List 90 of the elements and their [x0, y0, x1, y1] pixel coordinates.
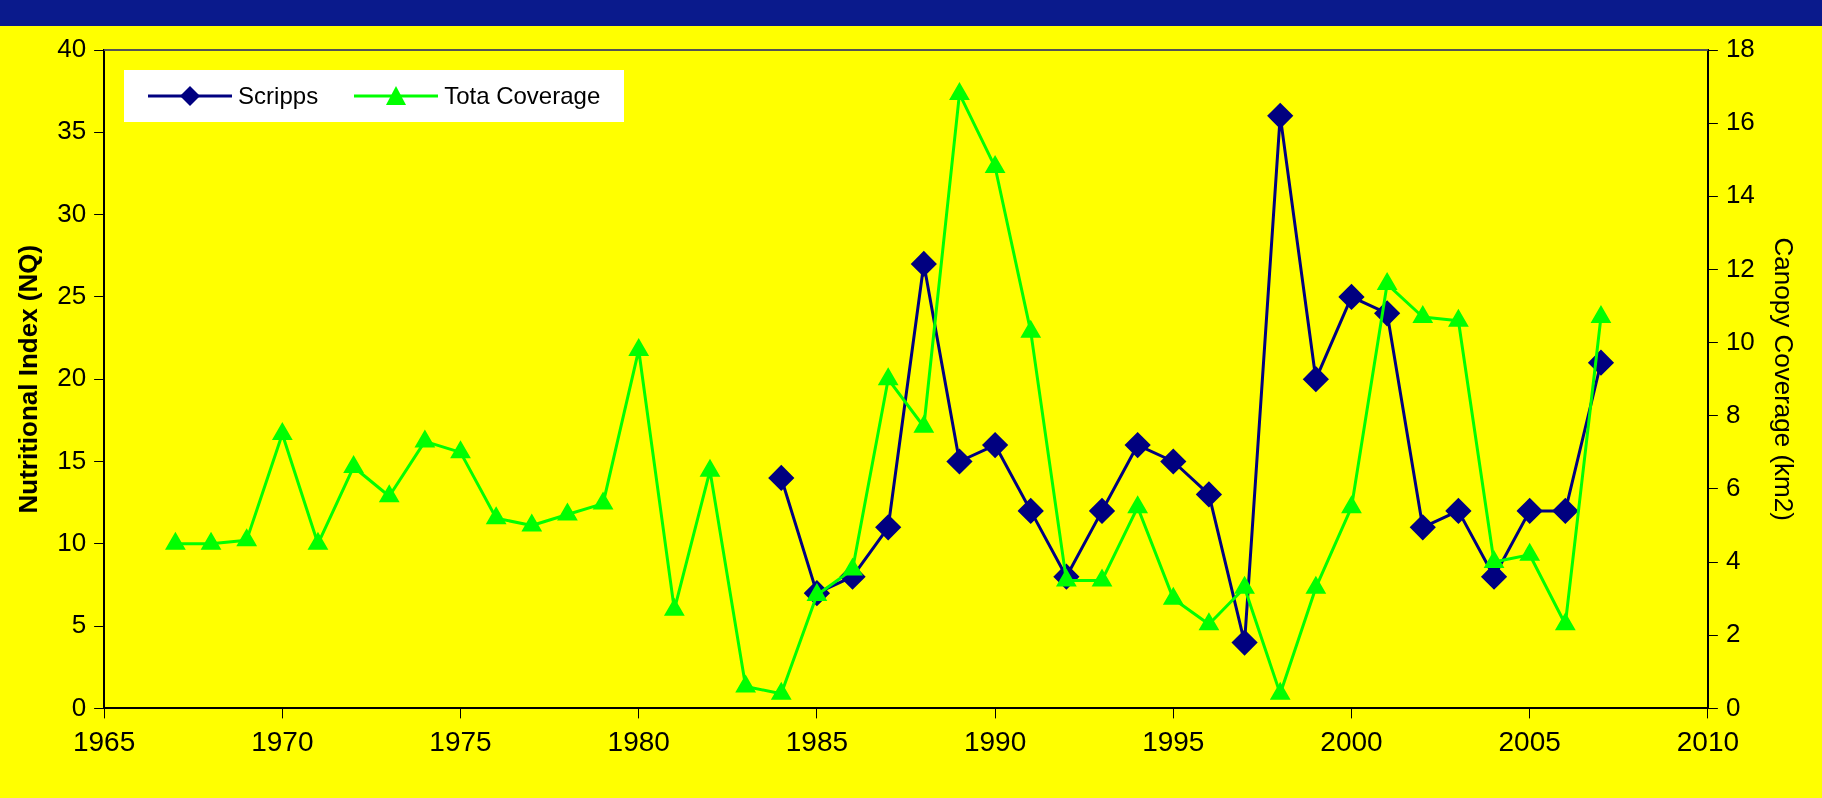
point: [1445, 498, 1471, 524]
y2-tick-label: 4: [1725, 545, 1741, 576]
y2-tick-label: 0: [1725, 691, 1741, 722]
point: [1413, 306, 1433, 324]
point: [843, 558, 862, 576]
point: [1270, 683, 1290, 700]
point: [201, 533, 221, 550]
point: [1410, 514, 1436, 540]
point: [771, 683, 791, 700]
y-tick-label: 35: [57, 115, 87, 146]
point: [1377, 273, 1397, 291]
point: [1199, 613, 1219, 631]
point: [1338, 284, 1364, 310]
point: [308, 533, 328, 550]
y-tick-label: 40: [57, 33, 87, 64]
point: [558, 504, 577, 521]
y2-tick-label: 2: [1725, 618, 1741, 649]
point: [1449, 310, 1468, 327]
point: [985, 156, 1005, 174]
point: [982, 432, 1008, 458]
point: [629, 339, 648, 356]
point: [344, 456, 363, 473]
point: [1591, 306, 1611, 324]
y-axis-title: Nutritional Index (NQ): [12, 244, 43, 514]
y2-axis-title: Canopy Coverage (km2): [1769, 237, 1800, 521]
point: [522, 515, 542, 532]
point: [1520, 544, 1539, 561]
y2-tick-label: 10: [1725, 325, 1755, 356]
point: [1306, 577, 1326, 594]
point: [1552, 498, 1578, 524]
point: [451, 441, 470, 459]
x-tick-label: 1990: [963, 725, 1027, 757]
point: [1164, 588, 1183, 605]
point: [593, 493, 613, 510]
y2-tick-label: 16: [1725, 106, 1755, 137]
y2-tick-label: 14: [1725, 179, 1755, 210]
point: [700, 460, 720, 477]
y-tick-label: 15: [57, 444, 87, 475]
point: [1235, 577, 1254, 594]
x-tick-label: 2005: [1498, 725, 1561, 757]
point: [1128, 496, 1147, 514]
point: [237, 529, 256, 547]
point: [914, 416, 934, 433]
point: [1092, 569, 1112, 587]
x-tick-label: 1985: [785, 725, 849, 757]
point: [736, 675, 755, 693]
point: [1021, 321, 1041, 338]
x-tick-label: 1970: [251, 725, 314, 757]
y2-tick-label: 18: [1725, 33, 1755, 64]
x-tick-label: 2000: [1320, 725, 1383, 757]
x-tick-label: 1980: [607, 725, 670, 757]
point: [1556, 613, 1575, 631]
point: [950, 83, 969, 100]
point: [1125, 432, 1151, 458]
point: [1196, 481, 1222, 507]
point: [1232, 630, 1258, 656]
y-tick-label: 5: [71, 609, 87, 640]
x-tick-label: 1975: [429, 725, 492, 757]
point: [166, 533, 185, 550]
point: [1089, 498, 1115, 524]
y-tick-label: 10: [57, 526, 87, 557]
point: [1160, 449, 1186, 474]
point: [379, 485, 399, 503]
legend-label: Scripps: [238, 82, 319, 110]
x-tick-label: 1965: [72, 725, 136, 757]
point: [1303, 366, 1329, 392]
point: [273, 423, 292, 441]
point: [1267, 103, 1293, 129]
y-tick-label: 20: [57, 362, 87, 393]
point: [415, 430, 435, 448]
point: [768, 465, 794, 491]
x-tick-label: 1995: [1142, 725, 1205, 757]
point: [1484, 551, 1504, 569]
legend-label: Tota Coverage: [444, 82, 601, 110]
y2-tick-label: 8: [1725, 398, 1741, 429]
point: [878, 368, 898, 386]
point: [486, 507, 506, 525]
y-tick-label: 0: [71, 691, 87, 722]
point: [1018, 498, 1044, 524]
point: [1342, 496, 1361, 514]
point: [911, 251, 937, 277]
point: [875, 514, 901, 540]
y2-tick-label: 12: [1725, 252, 1755, 283]
point: [946, 449, 972, 474]
y2-tick-label: 6: [1725, 472, 1741, 503]
x-tick-label: 2010: [1676, 725, 1740, 757]
y-tick-label: 25: [57, 280, 87, 311]
y-tick-label: 30: [57, 197, 87, 228]
point: [665, 599, 684, 616]
point: [1517, 498, 1543, 524]
